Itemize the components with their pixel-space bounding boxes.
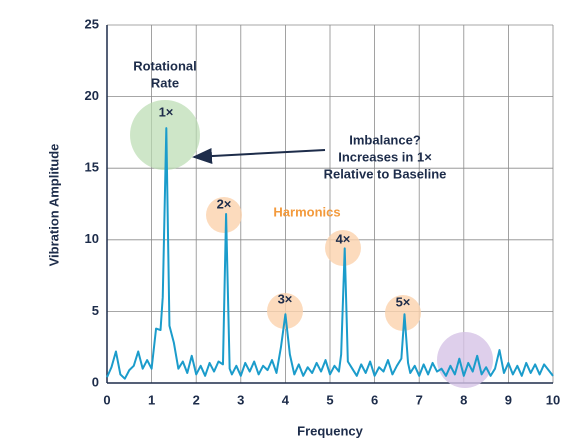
y-axis-label: Vibration Amplitude [46,144,61,267]
y-tick-label: 25 [85,16,99,31]
annotations: Rotational Rate 1× 2× 3× 4× 5× Harmonics Imbalan… [133,58,446,309]
x-tick-label: 5 [326,392,333,407]
x-axis-label: Frequency [297,423,364,438]
y-tick-label: 0 [92,374,99,389]
annotation: Imbalance? [349,132,421,147]
annotation: Increases in 1× [338,149,432,164]
highlight-circle [130,100,200,170]
x-tick-label: 8 [460,392,467,407]
x-tick-label: 3 [237,392,244,407]
grid: 0 5 10 15 20 25 0 1 2 3 4 5 6 7 8 9 10 [85,16,561,407]
x-tick-label: 1 [148,392,155,407]
x-tick-label: 7 [416,392,423,407]
annotation: 5× [396,294,411,309]
annotation: 1× [159,104,174,119]
highlight-circle [385,295,421,331]
x-tick-label: 2 [193,392,200,407]
x-tick-label: 10 [546,392,560,407]
y-tick-label: 20 [85,88,99,103]
y-tick-label: 10 [85,231,99,246]
highlights [130,100,493,388]
annotation: Rotational [133,58,197,73]
series-line [106,127,554,380]
annotation: Relative to Baseline [324,166,447,181]
annotation: 4× [336,231,351,246]
annotation: Rate [151,75,179,90]
x-tick-label: 4 [282,392,290,407]
highlight-circle [437,332,493,388]
annotation: 3× [278,291,293,306]
plot [106,127,554,380]
y-tick-label: 5 [92,303,99,318]
annotation: Harmonics [273,204,340,219]
highlight-circle [267,293,303,329]
annotation: 2× [217,196,232,211]
y-tick-label: 15 [85,160,99,175]
highlight-circle [206,197,242,233]
arrow [192,148,326,165]
x-tick-label: 6 [371,392,378,407]
highlight-circle [325,230,361,266]
x-tick-label: 0 [103,392,110,407]
x-tick-label: 9 [505,392,512,407]
